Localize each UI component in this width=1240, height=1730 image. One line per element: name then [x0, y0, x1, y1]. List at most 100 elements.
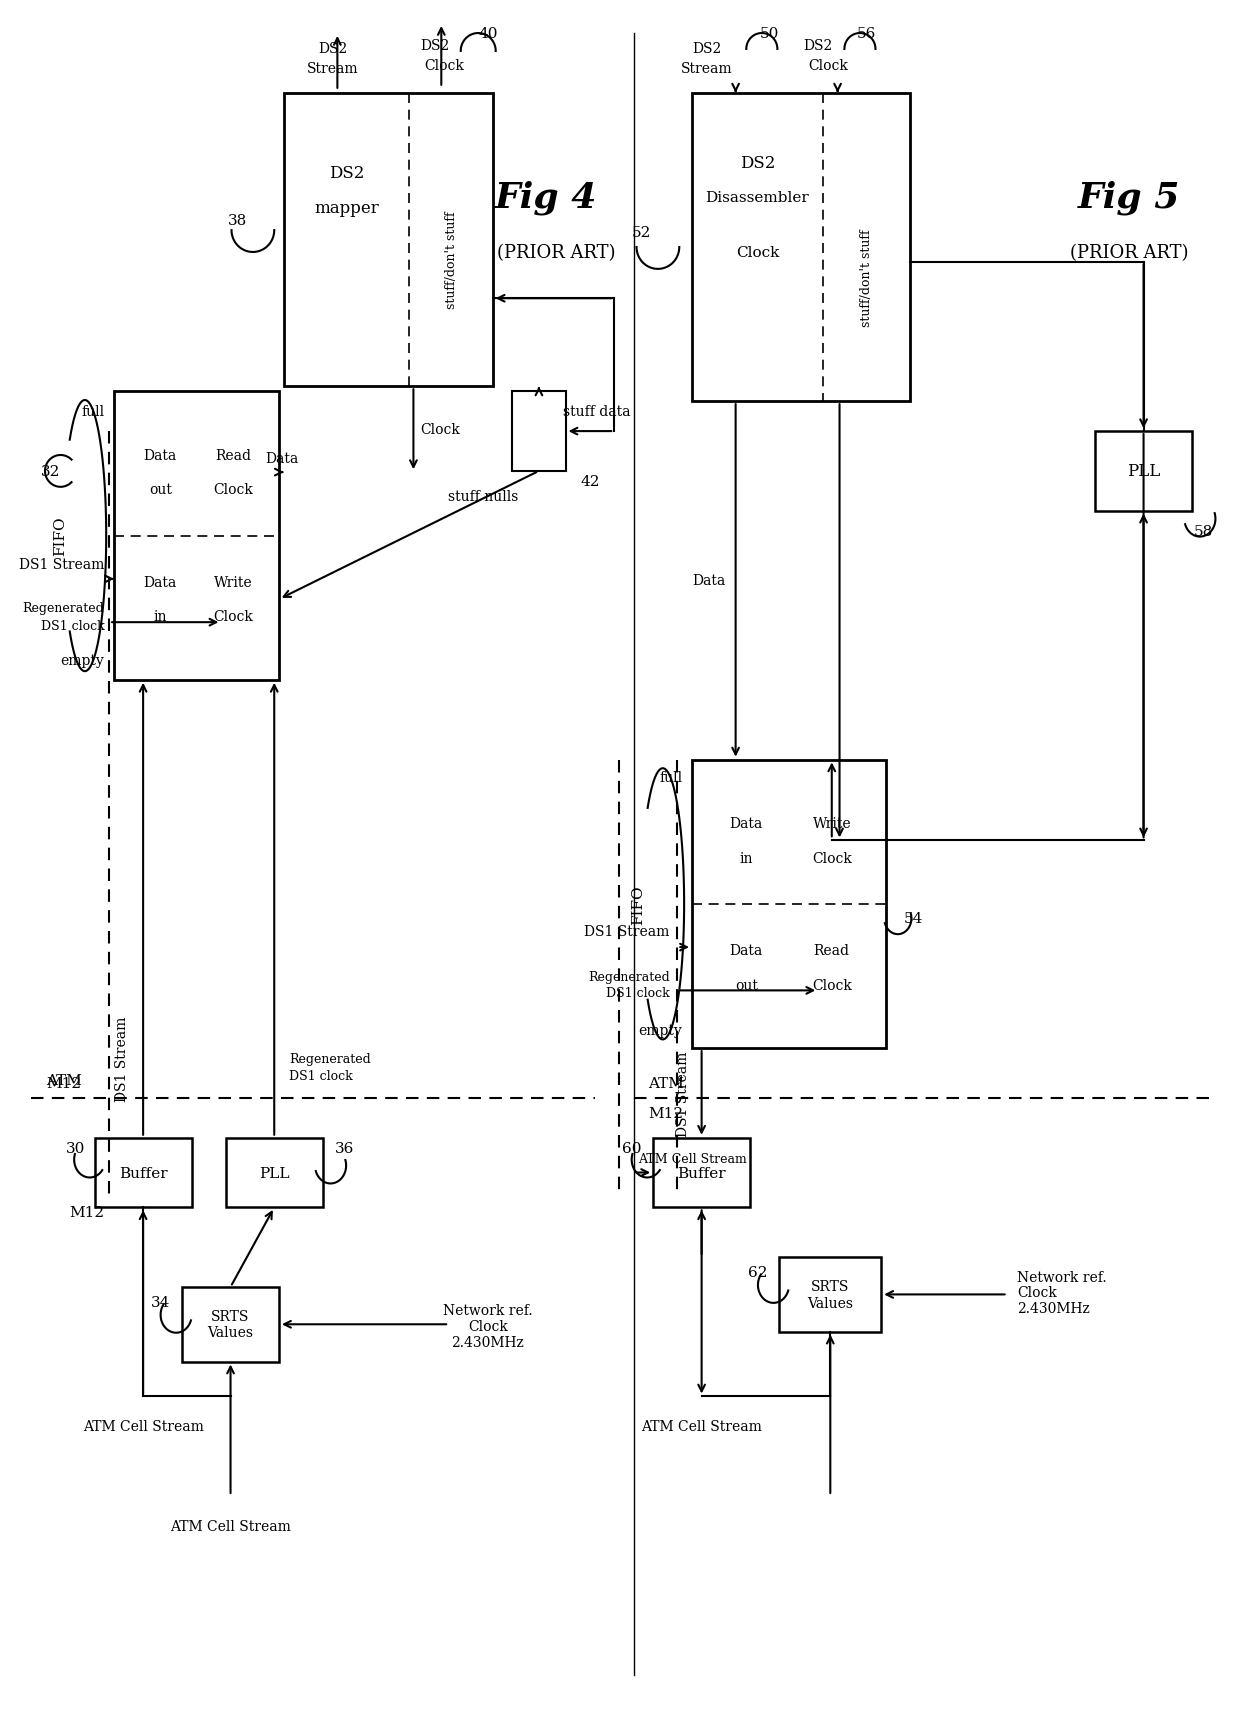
Bar [94, 1138, 192, 1208]
Text: Data: Data [144, 448, 177, 462]
Text: 38: 38 [228, 215, 247, 228]
Text: 34: 34 [151, 1296, 170, 1310]
Text: Data: Data [265, 452, 298, 465]
Text: ATM Cell Stream: ATM Cell Stream [639, 1152, 748, 1166]
Text: 36: 36 [335, 1142, 353, 1156]
Bar [1095, 432, 1192, 512]
Bar [512, 393, 565, 472]
Text: Clock: Clock [812, 851, 852, 865]
Text: Data: Data [144, 576, 177, 590]
Text: PLL: PLL [1127, 464, 1161, 481]
Text: Clock: Clock [213, 611, 253, 625]
Text: DS1 clock: DS1 clock [606, 986, 670, 1000]
Bar [653, 1138, 750, 1208]
Text: Clock: Clock [467, 1320, 508, 1334]
Text: ATM Cell Stream: ATM Cell Stream [170, 1519, 291, 1533]
Text: DS1 clock: DS1 clock [289, 1069, 352, 1083]
Text: Regenerated: Regenerated [289, 1052, 371, 1066]
Text: 54: 54 [904, 912, 923, 926]
Text: stuff nulls: stuff nulls [448, 490, 518, 503]
Text: DS1 Stream: DS1 Stream [114, 1016, 129, 1100]
Text: DS1 Stream: DS1 Stream [584, 924, 670, 939]
Text: Clock: Clock [213, 483, 253, 497]
Text: stuff/don't stuff: stuff/don't stuff [444, 211, 458, 310]
Text: (PRIOR ART): (PRIOR ART) [1070, 244, 1188, 261]
Text: 40: 40 [479, 28, 497, 42]
Text: Data: Data [693, 574, 725, 588]
Text: M12: M12 [46, 1076, 81, 1090]
Text: ATM Cell Stream: ATM Cell Stream [83, 1419, 203, 1434]
Text: Network ref.: Network ref. [1017, 1270, 1107, 1284]
Text: PLL: PLL [259, 1166, 289, 1180]
Text: Disassembler: Disassembler [706, 190, 810, 206]
Text: in: in [739, 851, 753, 865]
Text: Clock: Clock [1017, 1285, 1058, 1299]
Text: 50: 50 [760, 28, 779, 42]
Bar [284, 93, 492, 388]
Text: full: full [81, 405, 104, 419]
Text: Clock: Clock [812, 977, 852, 991]
Text: Buffer: Buffer [119, 1166, 167, 1180]
Text: stuff data: stuff data [563, 405, 631, 419]
Text: ATM Cell Stream: ATM Cell Stream [641, 1419, 763, 1434]
Text: Network ref.: Network ref. [443, 1304, 533, 1318]
Text: Write: Write [213, 576, 252, 590]
Text: DS2: DS2 [804, 40, 833, 54]
Text: Buffer: Buffer [677, 1166, 725, 1180]
Text: DS2: DS2 [420, 40, 449, 54]
Text: out: out [735, 977, 758, 991]
Bar [226, 1138, 322, 1208]
Text: Clock: Clock [420, 422, 460, 438]
Text: M12: M12 [69, 1206, 104, 1220]
Text: DS1 Stream: DS1 Stream [19, 557, 104, 571]
Text: Read: Read [813, 943, 849, 957]
Text: DS1 clock: DS1 clock [41, 619, 104, 631]
Bar [692, 93, 910, 401]
Text: full: full [660, 772, 682, 785]
Bar [182, 1287, 279, 1362]
Text: (PRIOR ART): (PRIOR ART) [497, 244, 615, 261]
Text: FIFO: FIFO [53, 517, 67, 555]
Text: Clock: Clock [424, 59, 464, 73]
Text: Stream: Stream [681, 62, 733, 76]
Text: DS2: DS2 [740, 154, 775, 171]
Text: Read: Read [215, 448, 250, 462]
Text: 56: 56 [857, 28, 877, 42]
Text: 42: 42 [580, 474, 600, 488]
Text: DS2: DS2 [692, 42, 722, 55]
Text: 2.430MHz: 2.430MHz [1017, 1301, 1090, 1315]
Text: Write: Write [812, 817, 851, 830]
Text: DS2: DS2 [317, 42, 347, 55]
Text: 60: 60 [622, 1142, 641, 1156]
Text: FIFO: FIFO [631, 884, 646, 924]
Text: ATM: ATM [46, 1073, 82, 1088]
Text: 52: 52 [631, 227, 651, 240]
Text: Clock: Clock [808, 59, 848, 73]
Bar [114, 393, 279, 680]
Text: Fig 4: Fig 4 [495, 182, 598, 215]
Text: ATM: ATM [649, 1076, 684, 1090]
Text: Data: Data [729, 817, 763, 830]
Text: DS2: DS2 [329, 164, 365, 182]
Text: mapper: mapper [314, 199, 379, 216]
Text: 58: 58 [1194, 524, 1214, 538]
Text: Regenerated: Regenerated [588, 971, 670, 983]
Text: Regenerated: Regenerated [22, 602, 104, 614]
Text: M12: M12 [649, 1105, 683, 1119]
Text: SRTS
Values: SRTS Values [207, 1310, 253, 1339]
Text: Data: Data [729, 943, 763, 957]
Text: empty: empty [639, 1024, 682, 1038]
Text: out: out [149, 483, 171, 497]
Text: Fig 5: Fig 5 [1078, 182, 1180, 215]
Bar [779, 1258, 882, 1332]
Text: stuff/don't stuff: stuff/don't stuff [861, 228, 873, 327]
Text: 32: 32 [41, 465, 61, 479]
Text: 30: 30 [66, 1142, 84, 1156]
Text: empty: empty [61, 654, 104, 668]
Text: Stream: Stream [306, 62, 358, 76]
Text: 62: 62 [748, 1265, 768, 1278]
Text: DS1 Stream: DS1 Stream [676, 1050, 689, 1137]
Text: in: in [154, 611, 167, 625]
Bar [692, 759, 887, 1048]
Text: Clock: Clock [735, 246, 779, 260]
